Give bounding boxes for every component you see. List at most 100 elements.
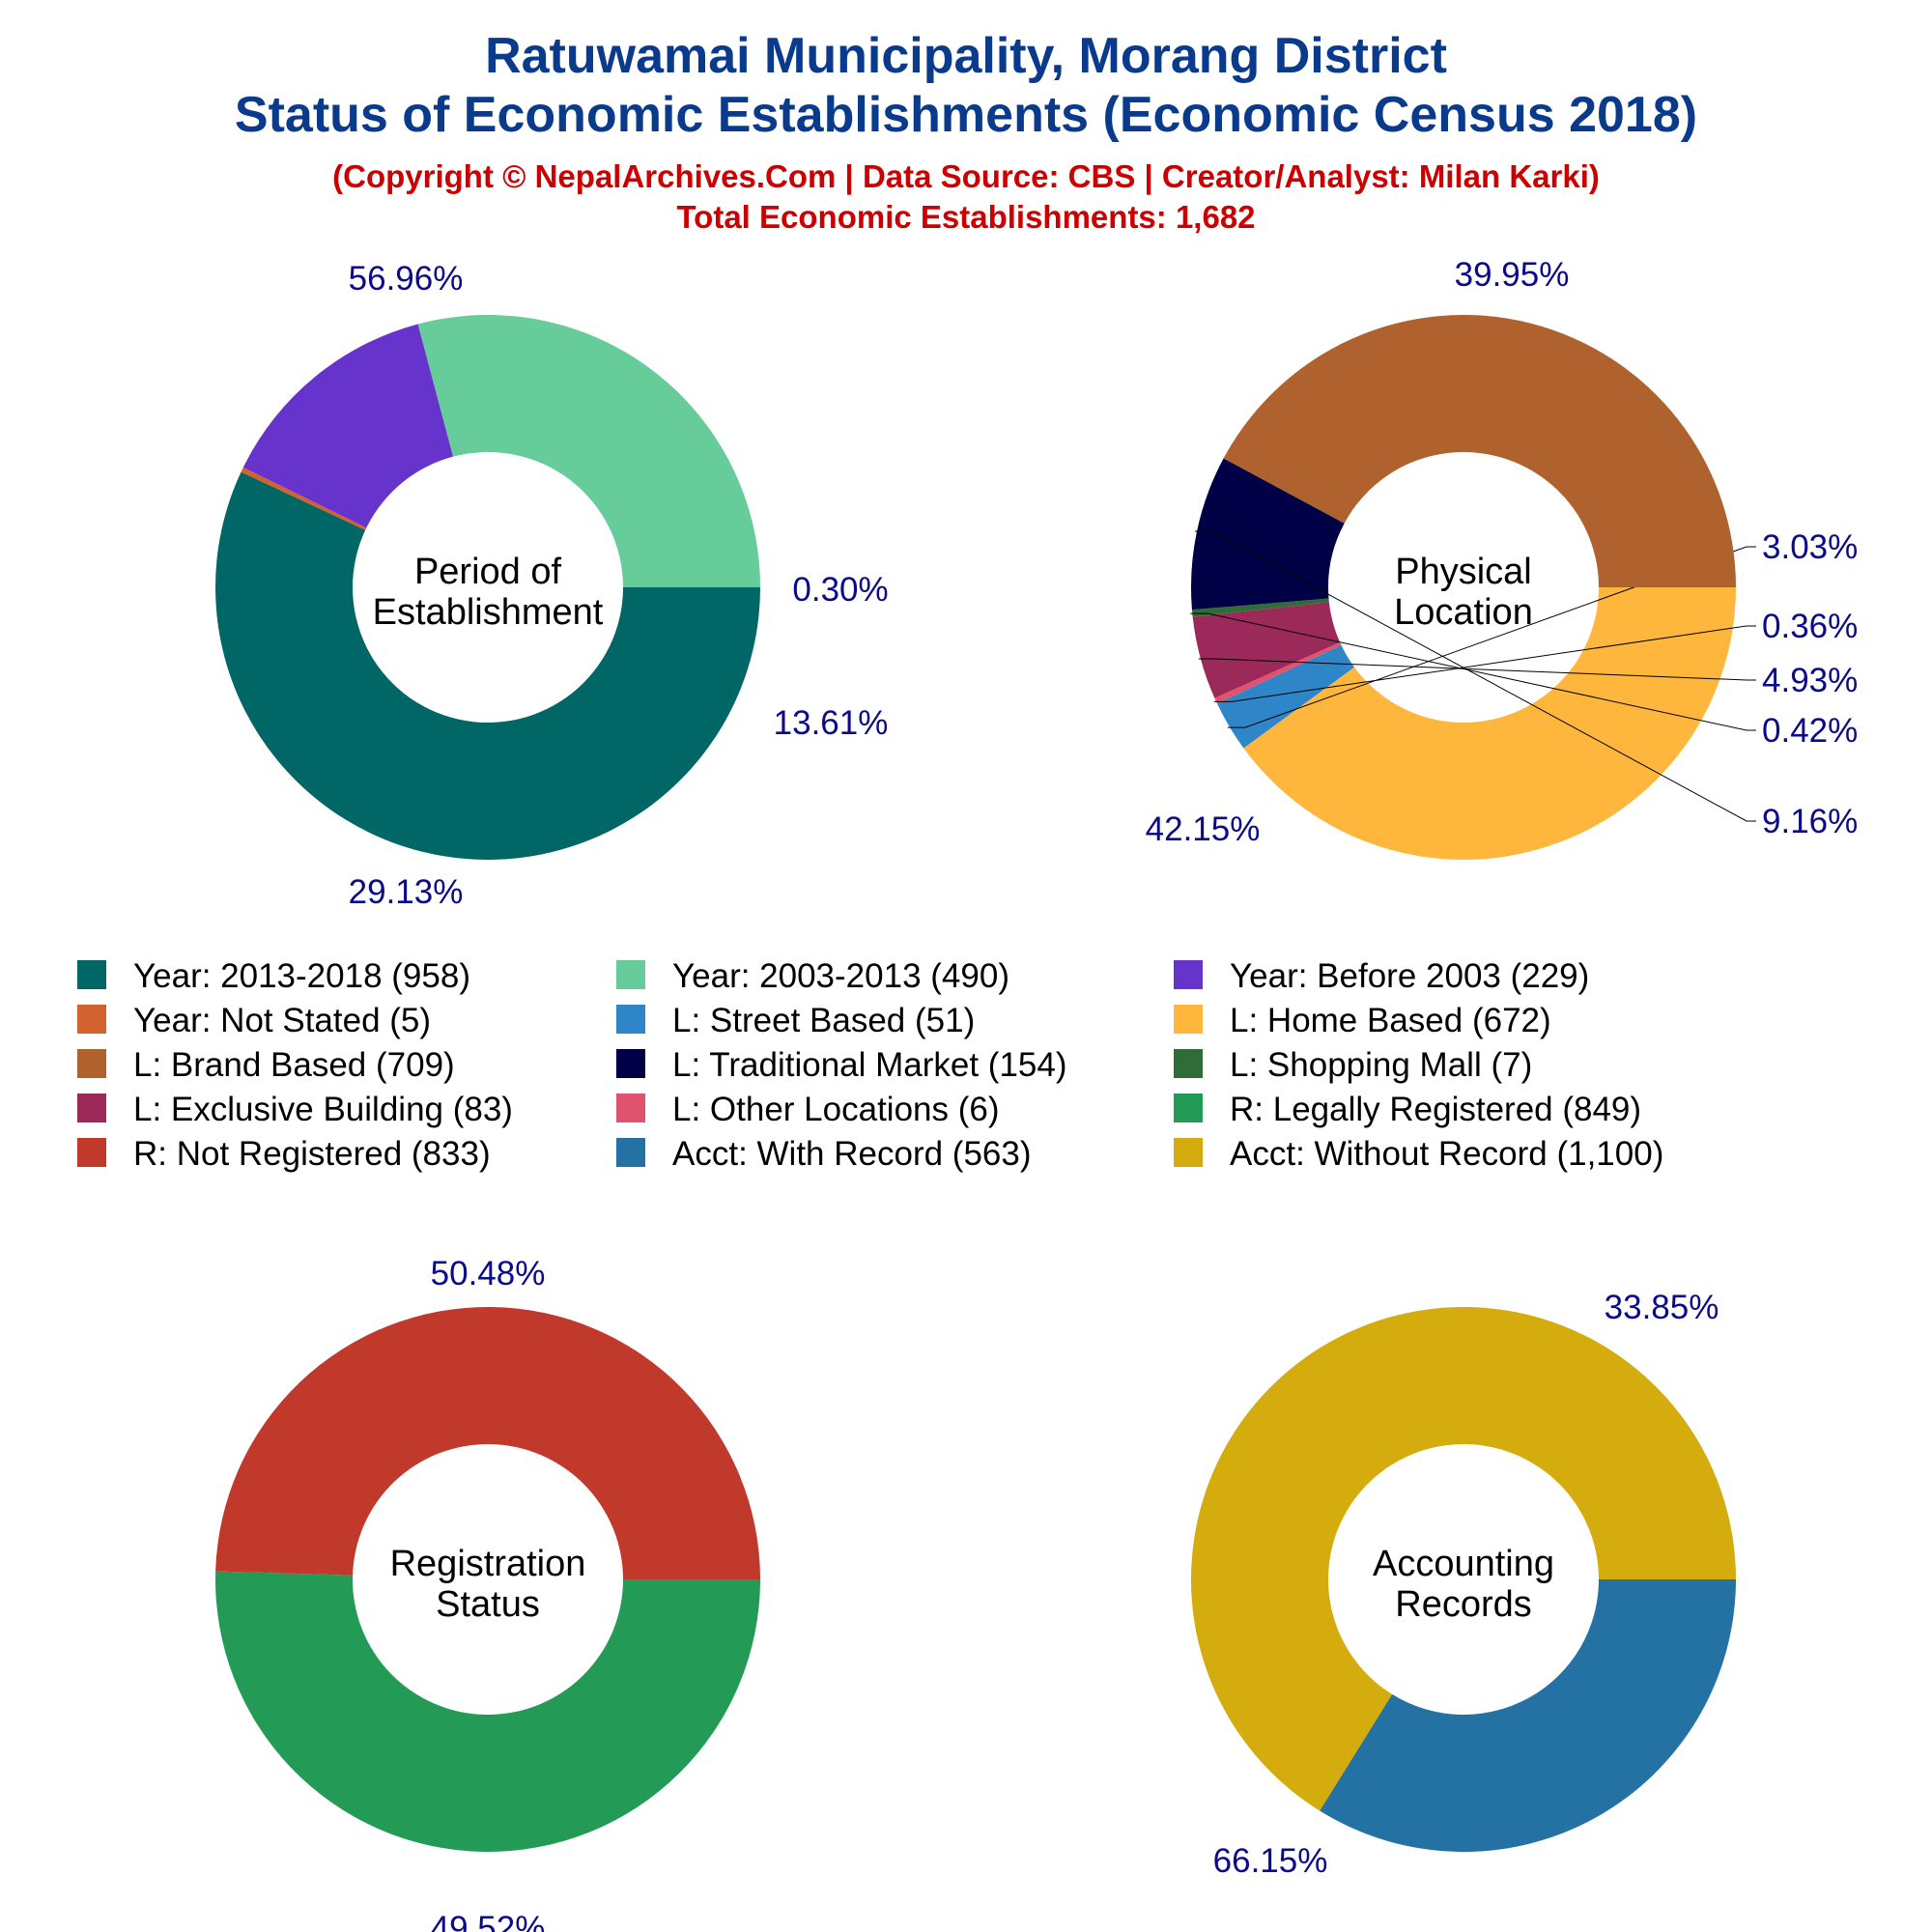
chart-title-line-1: Ratuwamai Municipality, Morang District xyxy=(485,28,1447,84)
legend-item: Year: 2013-2018 (958) xyxy=(77,957,470,995)
legend-item: L: Shopping Mall (7) xyxy=(1174,1046,1532,1084)
slice-year-2013-2018 xyxy=(214,471,761,860)
donut-charts: 56.96% 0.30% 13.61% 29.13% Period ofEstablis… xyxy=(214,256,1858,1932)
slice-l-home-based xyxy=(1243,587,1736,860)
pct-label: 3.03% xyxy=(1762,528,1858,566)
donut-chart-2: 39.95% 3.03% 0.36% 4.93% 0.42% 9.16% 42.15% Phy… xyxy=(1146,256,1858,860)
legend-swatch xyxy=(77,1005,106,1034)
legend-item: L: Other Locations (6) xyxy=(616,1091,1000,1128)
legend-swatch xyxy=(616,1049,645,1078)
center-label-line-1: Registration xyxy=(390,1544,586,1584)
slice-year-before-2003 xyxy=(242,324,454,528)
legend-item: L: Home Based (672) xyxy=(1174,1002,1551,1039)
pct-label: 66.15% xyxy=(1213,1842,1328,1880)
legend-item: Acct: With Record (563) xyxy=(616,1135,1032,1173)
pct-label: 50.48% xyxy=(431,1255,546,1293)
pct-label: 33.85% xyxy=(1605,1289,1719,1326)
center-label-line-2: Location xyxy=(1394,592,1533,633)
legend-swatch xyxy=(1174,960,1203,989)
pct-label: 49.52% xyxy=(431,1910,546,1932)
legend-item: L: Street Based (51) xyxy=(616,1002,975,1039)
legend-swatch xyxy=(77,1049,106,1078)
pct-label: 9.16% xyxy=(1762,803,1858,840)
slice-l-street-based xyxy=(1216,644,1354,749)
slice-year-not-stated xyxy=(241,467,367,530)
slice-l-shopping-mall xyxy=(1191,598,1329,617)
slice-l-other-locations xyxy=(1214,641,1342,704)
legend-swatch xyxy=(1174,1094,1203,1122)
slice-l-brand-based xyxy=(1223,314,1736,587)
legend-item: L: Exclusive Building (83) xyxy=(77,1091,513,1128)
center-label-line-2: Establishment xyxy=(373,592,604,633)
slice-year-2003-2013 xyxy=(417,315,760,587)
pct-label: 56.96% xyxy=(349,260,464,298)
legend-swatch xyxy=(77,960,106,989)
legend-item: Acct: Without Record (1,100) xyxy=(1174,1135,1663,1173)
pct-label: 4.93% xyxy=(1762,662,1858,699)
legend: Year: 2013-2018 (958) Year: 2003-2013 (49… xyxy=(77,957,1663,1173)
legend-label: L: Street Based (51) xyxy=(672,1002,975,1039)
leader-line xyxy=(1198,658,1756,681)
pct-label: 39.95% xyxy=(1455,256,1570,294)
legend-swatch xyxy=(1174,1049,1203,1078)
legend-label: Year: 2013-2018 (958) xyxy=(133,957,470,995)
pct-label: 29.13% xyxy=(349,873,464,911)
center-label-line-2: Status xyxy=(436,1584,540,1625)
slice-acct-without-record xyxy=(1191,1307,1736,1811)
legend-label: Year: Before 2003 (229) xyxy=(1230,957,1589,995)
legend-swatch xyxy=(616,1138,645,1167)
copyright-note: (Copyright © NepalArchives.Com | Data So… xyxy=(332,158,1600,194)
center-label-line-2: Records xyxy=(1395,1584,1532,1625)
legend-label: Acct: With Record (563) xyxy=(672,1135,1032,1173)
legend-label: Year: 2003-2013 (490) xyxy=(672,957,1009,995)
legend-swatch xyxy=(77,1138,106,1167)
slice-l-traditional-market xyxy=(1191,458,1345,611)
pct-label: 0.36% xyxy=(1762,608,1858,645)
legend-swatch xyxy=(1174,1005,1203,1034)
pct-label: 42.15% xyxy=(1146,810,1261,848)
legend-label: L: Exclusive Building (83) xyxy=(133,1091,513,1128)
legend-item: R: Legally Registered (849) xyxy=(1174,1091,1641,1128)
legend-label: L: Other Locations (6) xyxy=(672,1091,1000,1128)
pct-label: 0.42% xyxy=(1762,712,1858,750)
slice-r-legally-registered xyxy=(214,1571,760,1853)
chart-title-line-2: Status of Economic Establishments (Econo… xyxy=(235,87,1697,143)
legend-label: Acct: Without Record (1,100) xyxy=(1230,1135,1663,1173)
pct-label: 0.30% xyxy=(792,571,888,609)
leader-line xyxy=(1213,625,1756,702)
center-label-line-1: Accounting xyxy=(1373,1544,1554,1584)
slice-r-not-registered xyxy=(215,1307,760,1579)
legend-label: Year: Not Stated (5) xyxy=(133,1002,431,1039)
total-establishments: Total Economic Establishments: 1,682 xyxy=(676,199,1255,235)
legend-label: L: Home Based (672) xyxy=(1230,1002,1551,1039)
legend-swatch xyxy=(1174,1138,1203,1167)
center-label-line-1: Physical xyxy=(1395,552,1532,592)
legend-item: Year: Not Stated (5) xyxy=(77,1002,431,1039)
legend-label: R: Not Registered (833) xyxy=(133,1135,491,1173)
legend-label: L: Traditional Market (154) xyxy=(672,1046,1067,1084)
legend-item: Year: 2003-2013 (490) xyxy=(616,957,1009,995)
legend-swatch xyxy=(616,960,645,989)
legend-item: L: Traditional Market (154) xyxy=(616,1046,1067,1084)
leader-line xyxy=(1190,612,1756,731)
pct-label: 13.61% xyxy=(774,704,889,742)
leader-line xyxy=(1194,530,1756,822)
legend-item: L: Brand Based (709) xyxy=(77,1046,455,1084)
donut-chart-1: 56.96% 0.30% 13.61% 29.13% Period ofEstablis… xyxy=(214,260,889,911)
slice-acct-with-record xyxy=(1320,1579,1736,1852)
legend-item: Year: Before 2003 (229) xyxy=(1174,957,1589,995)
center-label-line-1: Period of xyxy=(414,552,562,592)
legend-swatch xyxy=(616,1094,645,1122)
legend-label: L: Brand Based (709) xyxy=(133,1046,455,1084)
slice-l-exclusive-building xyxy=(1192,602,1341,698)
legend-label: R: Legally Registered (849) xyxy=(1230,1091,1641,1128)
legend-item: R: Not Registered (833) xyxy=(77,1135,491,1173)
legend-swatch xyxy=(616,1005,645,1034)
legend-label: L: Shopping Mall (7) xyxy=(1230,1046,1532,1084)
legend-swatch xyxy=(77,1094,106,1122)
leader-line xyxy=(1227,546,1756,728)
